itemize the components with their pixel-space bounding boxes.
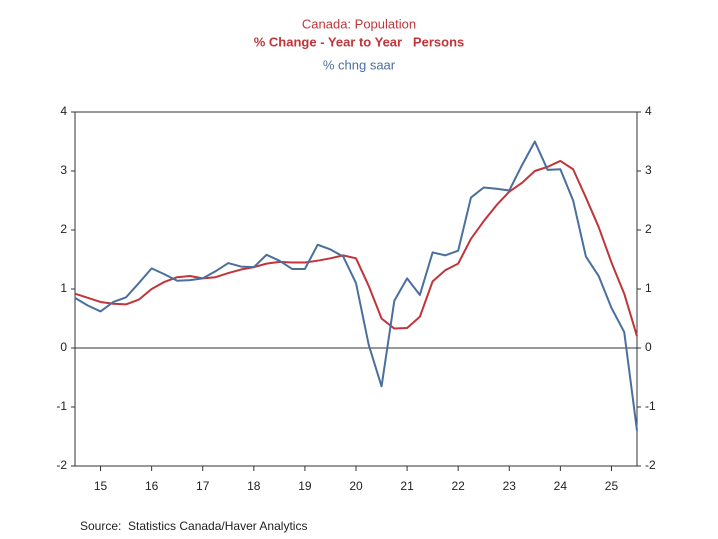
- y2-tick-label: 2: [645, 222, 652, 236]
- series-line: [74, 159, 638, 337]
- x-tick-label: 20: [349, 479, 363, 493]
- y-tick-label: -2: [56, 458, 67, 472]
- x-tick-label: 24: [554, 479, 568, 493]
- y-tick-label: 4: [60, 104, 67, 118]
- y-tick-label: 3: [60, 163, 67, 177]
- y-tick-label: -1: [56, 399, 67, 413]
- x-tick-label: 16: [145, 479, 159, 493]
- y2-tick-label: 0: [645, 340, 652, 354]
- x-tick-label: 25: [605, 479, 619, 493]
- legend-entry: % Change - Year to Year Persons: [254, 34, 465, 49]
- source-note: Source: Statistics Canada/Haver Analytic…: [80, 519, 307, 533]
- y-tick-label: 2: [60, 222, 67, 236]
- series-line: [74, 140, 638, 431]
- x-tick-label: 18: [247, 479, 261, 493]
- x-tick-label: 23: [503, 479, 517, 493]
- y-tick-label: 1: [60, 281, 67, 295]
- y2-tick-label: 1: [645, 281, 652, 295]
- x-tick-label: 15: [94, 479, 108, 493]
- chart-title: Canada: Population: [302, 16, 416, 31]
- y-tick-label: 0: [60, 340, 67, 354]
- y2-tick-label: 4: [645, 104, 652, 118]
- y2-tick-label: -1: [645, 399, 656, 413]
- x-tick-label: 22: [452, 479, 466, 493]
- x-tick-label: 19: [298, 479, 312, 493]
- x-tick-label: 21: [400, 479, 414, 493]
- x-tick-label: 17: [196, 479, 210, 493]
- y2-tick-label: 3: [645, 163, 652, 177]
- y2-tick-label: -2: [645, 458, 656, 472]
- legend-entry: % chng saar: [323, 57, 396, 72]
